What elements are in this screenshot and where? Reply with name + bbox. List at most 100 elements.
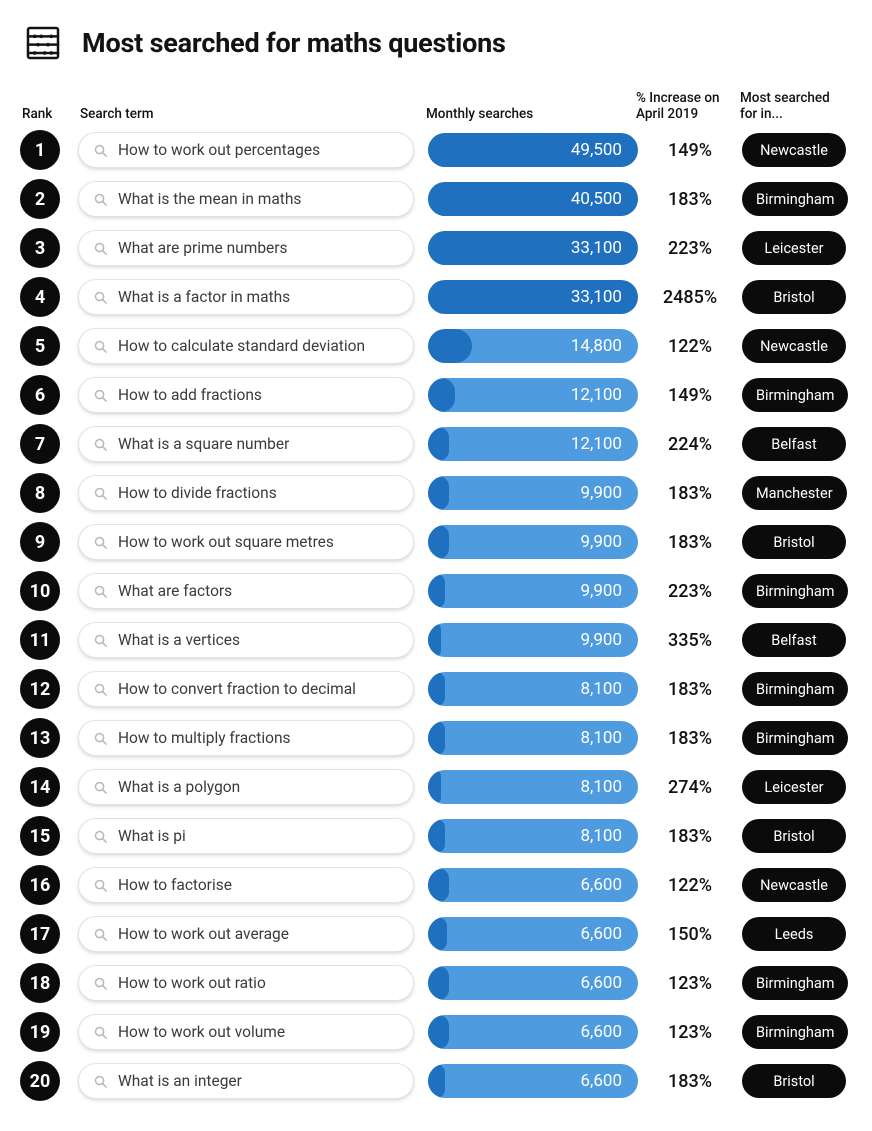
city-pill: Newcastle bbox=[742, 133, 846, 167]
search-term-pill: How to convert fraction to decimal bbox=[78, 671, 414, 707]
search-icon bbox=[93, 486, 108, 501]
searches-bar: 40,500 bbox=[428, 182, 638, 216]
searches-value: 8,100 bbox=[580, 777, 622, 797]
table-row: 4 What is a factor in maths 33,100 2485%… bbox=[20, 277, 852, 317]
rank-badge: 11 bbox=[20, 620, 60, 660]
rank-number: 12 bbox=[30, 679, 51, 700]
table-row: 16 How to factorise 6,600 122% Newcastle bbox=[20, 865, 852, 905]
search-term-pill: How to work out square metres bbox=[78, 524, 414, 560]
city-pill: Manchester bbox=[742, 476, 847, 510]
searches-value: 8,100 bbox=[580, 826, 622, 846]
table-row: 2 What is the mean in maths 40,500 183% … bbox=[20, 179, 852, 219]
searches-bar: 14,800 bbox=[428, 329, 638, 363]
search-icon bbox=[93, 927, 108, 942]
city-name: Birmingham bbox=[756, 387, 834, 404]
city-pill: Newcastle bbox=[742, 329, 846, 363]
searches-bar: 8,100 bbox=[428, 770, 638, 804]
rank-number: 17 bbox=[30, 924, 51, 945]
rank-badge: 6 bbox=[20, 375, 60, 415]
col-header-increase: % Increase on April 2019 bbox=[636, 90, 740, 122]
rank-number: 5 bbox=[35, 336, 45, 357]
increase-percent: 149% bbox=[638, 140, 742, 161]
rank-number: 13 bbox=[30, 728, 51, 749]
searches-bar: 12,100 bbox=[428, 427, 638, 461]
searches-bar: 8,100 bbox=[428, 819, 638, 853]
search-term-text: How to convert fraction to decimal bbox=[118, 680, 356, 698]
rank-badge: 13 bbox=[20, 718, 60, 758]
search-term-pill: How to add fractions bbox=[78, 377, 414, 413]
rank-badge: 8 bbox=[20, 473, 60, 513]
city-name: Bristol bbox=[773, 534, 814, 551]
city-name: Belfast bbox=[771, 632, 816, 649]
table-row: 7 What is a square number 12,100 224% Be… bbox=[20, 424, 852, 464]
search-icon bbox=[93, 878, 108, 893]
city-pill: Birmingham bbox=[742, 1015, 848, 1049]
search-term-pill: What is a polygon bbox=[78, 769, 414, 805]
city-name: Birmingham bbox=[756, 730, 834, 747]
col-header-rank: Rank bbox=[22, 106, 80, 122]
city-name: Newcastle bbox=[760, 338, 828, 355]
table-row: 18 How to work out ratio 6,600 123% Birm… bbox=[20, 963, 852, 1003]
rank-badge: 15 bbox=[20, 816, 60, 856]
search-icon bbox=[93, 143, 108, 158]
searches-value: 12,100 bbox=[571, 385, 622, 405]
city-pill: Belfast bbox=[742, 427, 846, 461]
city-name: Bristol bbox=[773, 828, 814, 845]
search-term-text: What is a polygon bbox=[118, 778, 240, 796]
search-term-pill: What are factors bbox=[78, 573, 414, 609]
search-term-pill: How to calculate standard deviation bbox=[78, 328, 414, 364]
city-pill: Birmingham bbox=[742, 721, 848, 755]
city-pill: Leicester bbox=[742, 770, 846, 804]
search-term-text: What is a factor in maths bbox=[118, 288, 290, 306]
city-name: Bristol bbox=[773, 289, 814, 306]
col-header-city: Most searched for in... bbox=[740, 90, 844, 122]
search-term-text: What is pi bbox=[118, 827, 186, 845]
rank-badge: 14 bbox=[20, 767, 60, 807]
rank-badge: 2 bbox=[20, 179, 60, 219]
city-name: Birmingham bbox=[756, 583, 834, 600]
rank-badge: 17 bbox=[20, 914, 60, 954]
search-icon bbox=[93, 535, 108, 550]
rank-number: 15 bbox=[30, 826, 51, 847]
rank-number: 19 bbox=[30, 1022, 51, 1043]
city-pill: Birmingham bbox=[742, 672, 848, 706]
search-icon bbox=[93, 388, 108, 403]
search-term-text: How to multiply fractions bbox=[118, 729, 291, 747]
search-icon bbox=[93, 780, 108, 795]
table-row: 3 What are prime numbers 33,100 223% Lei… bbox=[20, 228, 852, 268]
increase-percent: 123% bbox=[638, 973, 742, 994]
rank-badge: 12 bbox=[20, 669, 60, 709]
searches-value: 14,800 bbox=[571, 336, 622, 356]
search-icon bbox=[93, 192, 108, 207]
search-term-text: What is an integer bbox=[118, 1072, 242, 1090]
rank-number: 2 bbox=[35, 189, 45, 210]
table-row: 14 What is a polygon 8,100 274% Leiceste… bbox=[20, 767, 852, 807]
city-pill: Bristol bbox=[742, 819, 846, 853]
city-name: Newcastle bbox=[760, 142, 828, 159]
searches-bar: 9,900 bbox=[428, 623, 638, 657]
search-icon bbox=[93, 437, 108, 452]
search-term-text: How to add fractions bbox=[118, 386, 262, 404]
search-icon bbox=[93, 976, 108, 991]
searches-bar: 12,100 bbox=[428, 378, 638, 412]
search-term-text: How to calculate standard deviation bbox=[118, 337, 365, 355]
searches-value: 8,100 bbox=[580, 679, 622, 699]
rank-badge: 16 bbox=[20, 865, 60, 905]
search-term-pill: How to multiply fractions bbox=[78, 720, 414, 756]
col-header-searches: Monthly searches bbox=[426, 106, 636, 122]
searches-value: 6,600 bbox=[580, 1022, 622, 1042]
table-row: 20 What is an integer 6,600 183% Bristol bbox=[20, 1061, 852, 1101]
table-row: 9 How to work out square metres 9,900 18… bbox=[20, 522, 852, 562]
searches-value: 6,600 bbox=[580, 973, 622, 993]
search-term-text: How to work out percentages bbox=[118, 141, 320, 159]
search-icon bbox=[93, 584, 108, 599]
city-pill: Birmingham bbox=[742, 378, 848, 412]
search-term-text: How to factorise bbox=[118, 876, 232, 894]
searches-value: 9,900 bbox=[580, 581, 622, 601]
search-term-text: What is a vertices bbox=[118, 631, 240, 649]
rows-container: 1 How to work out percentages 49,500 149… bbox=[20, 130, 852, 1101]
table-row: 5 How to calculate standard deviation 14… bbox=[20, 326, 852, 366]
searches-value: 9,900 bbox=[580, 483, 622, 503]
rank-number: 11 bbox=[30, 630, 51, 651]
city-name: Leicester bbox=[764, 779, 823, 796]
